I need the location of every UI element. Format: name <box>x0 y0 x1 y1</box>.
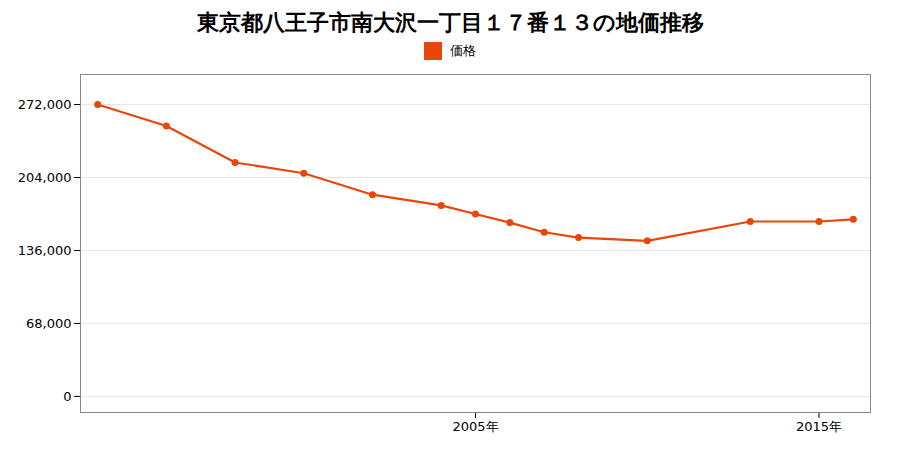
html-text:東京都八王子市南大沢一丁目１７番１３の地価推移: 東京都八王子市南大沢一丁目１７番１３の地価推移 <box>196 10 704 35</box>
svg-text:204,000: 204,000 <box>18 170 72 185</box>
html-text:価格: 価格 <box>450 43 476 58</box>
svg-text:0: 0 <box>63 389 71 404</box>
svg-text:136,000: 136,000 <box>18 243 72 258</box>
svg-text:2015年: 2015年 <box>796 419 842 434</box>
svg-text:2005年: 2005年 <box>452 419 498 434</box>
svg-text:272,000: 272,000 <box>18 97 72 112</box>
svg-text:68,000: 68,000 <box>26 316 72 331</box>
